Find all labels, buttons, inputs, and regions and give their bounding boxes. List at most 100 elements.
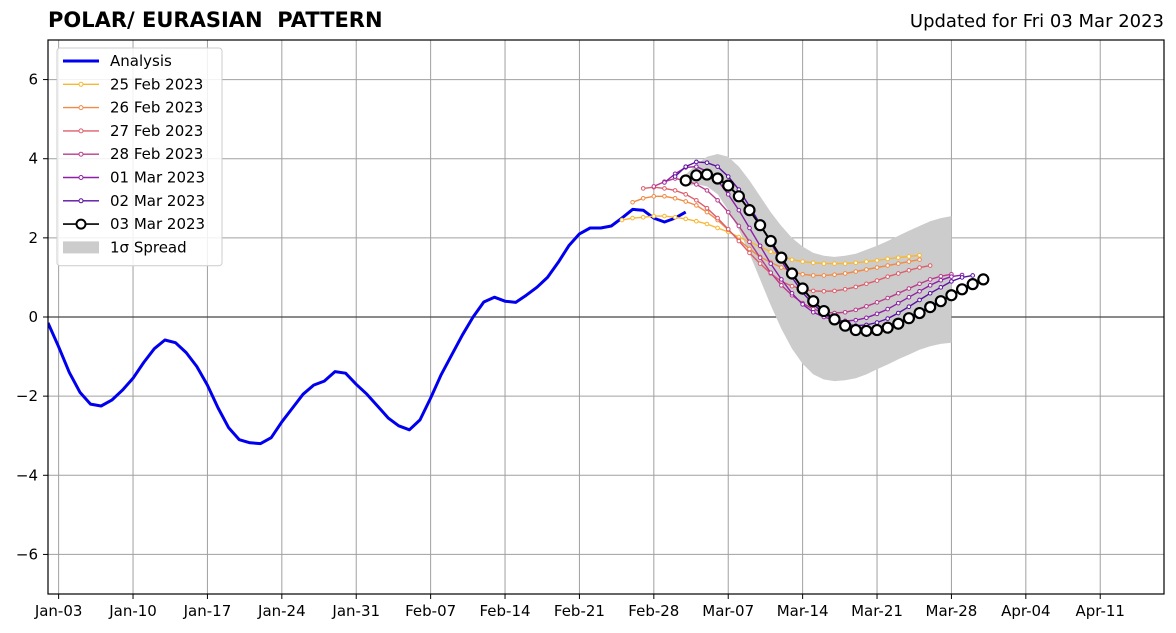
x-tick-label: Mar-21: [851, 602, 903, 620]
series-point: [619, 217, 625, 223]
series-point: [864, 267, 869, 272]
series-point: [895, 310, 901, 316]
series-point: [768, 270, 774, 275]
series-point: [779, 277, 784, 282]
series-point: [906, 294, 912, 300]
series-point: [924, 301, 937, 314]
legend-marker-series: [78, 151, 84, 157]
series-point: [906, 259, 912, 264]
legend-label-spread: 1σ Spread: [110, 238, 187, 256]
series-point: [895, 290, 901, 296]
series-point: [715, 197, 720, 203]
series-point: [694, 197, 699, 203]
series-point: [754, 219, 767, 232]
x-tick-label: Mar-07: [702, 602, 754, 620]
series-point: [885, 306, 890, 312]
series-point: [757, 255, 763, 260]
series-point: [874, 265, 880, 270]
series-point: [832, 261, 837, 266]
series-point: [927, 283, 933, 288]
series-line: [643, 186, 931, 293]
series-point: [747, 239, 752, 245]
series-point: [885, 316, 890, 321]
series-point: [949, 279, 954, 284]
series-point: [775, 251, 788, 264]
series-point: [881, 321, 894, 334]
series-point: [662, 213, 667, 219]
analysis-line: [48, 207, 687, 446]
series-point: [711, 172, 724, 185]
series-point: [789, 257, 795, 262]
x-tick-label: Feb-07: [405, 602, 456, 620]
series-point: [874, 320, 880, 325]
series-point: [906, 304, 912, 310]
series-point: [694, 218, 699, 224]
series-point: [842, 309, 848, 315]
legend: Analysis 25 Feb 2023 26 Feb 2023 27 Feb 202…: [56, 47, 223, 267]
series-point: [679, 174, 692, 187]
x-tick-label: Apr-11: [1075, 602, 1125, 620]
series-point: [874, 258, 880, 263]
series-point: [970, 273, 975, 278]
series-point: [725, 226, 731, 232]
series-point: [785, 267, 799, 280]
series-point: [874, 311, 880, 317]
y-tick-label: 4: [28, 150, 38, 168]
series-point: [725, 209, 731, 215]
series-point: [630, 215, 635, 221]
series-point: [966, 278, 979, 291]
legend-label-series: 02 Mar 2023: [110, 192, 205, 210]
series-point: [736, 207, 742, 213]
series-point: [955, 283, 969, 296]
y-tick-label: −2: [16, 387, 38, 405]
series-point: [779, 265, 784, 270]
y-tick-label: −4: [16, 466, 38, 484]
series-point: [640, 195, 646, 201]
series-point: [757, 243, 763, 249]
legend-marker-series: [78, 175, 84, 180]
legend-box: [56, 47, 223, 267]
series-point: [927, 290, 933, 296]
series-point: [640, 186, 646, 191]
series-point: [849, 323, 862, 337]
series-point: [700, 168, 714, 181]
series-point: [789, 290, 795, 296]
series-point: [977, 273, 990, 286]
series-point: [807, 295, 820, 308]
series-point: [885, 274, 890, 279]
series-point: [732, 190, 745, 203]
series-point: [938, 273, 944, 279]
x-tick-label: Mar-14: [777, 602, 829, 620]
series-point: [895, 261, 901, 266]
series-point: [694, 164, 699, 169]
series-point: [800, 271, 805, 277]
series-point: [715, 164, 720, 169]
series-point: [842, 261, 848, 266]
series-point: [906, 268, 912, 273]
series-point: [672, 174, 678, 179]
y-tick-label: 0: [28, 308, 38, 326]
series-point: [715, 225, 720, 231]
series-point: [715, 215, 720, 221]
series-point: [934, 295, 947, 308]
series-point: [892, 317, 905, 330]
series-point: [743, 204, 756, 217]
chart-subtitle: Updated for Fri 03 Mar 2023: [909, 11, 1164, 32]
series-point: [662, 186, 667, 191]
series-point: [640, 214, 646, 220]
legend-label-series: 01 Mar 2023: [110, 169, 205, 187]
series-point: [651, 184, 657, 189]
x-tick-label: Jan-17: [183, 602, 232, 620]
series-point: [736, 238, 742, 244]
x-tick-label: Feb-21: [554, 602, 605, 620]
series-point: [828, 313, 841, 326]
legend-swatch-spread: [63, 241, 99, 254]
legend-label-series: 25 Feb 2023: [110, 75, 203, 93]
series-point: [704, 221, 710, 227]
series-point: [938, 285, 944, 290]
series-point: [683, 192, 689, 197]
series-point: [885, 256, 890, 262]
x-tick-label: Jan-10: [108, 602, 157, 620]
series-point: [870, 323, 884, 337]
